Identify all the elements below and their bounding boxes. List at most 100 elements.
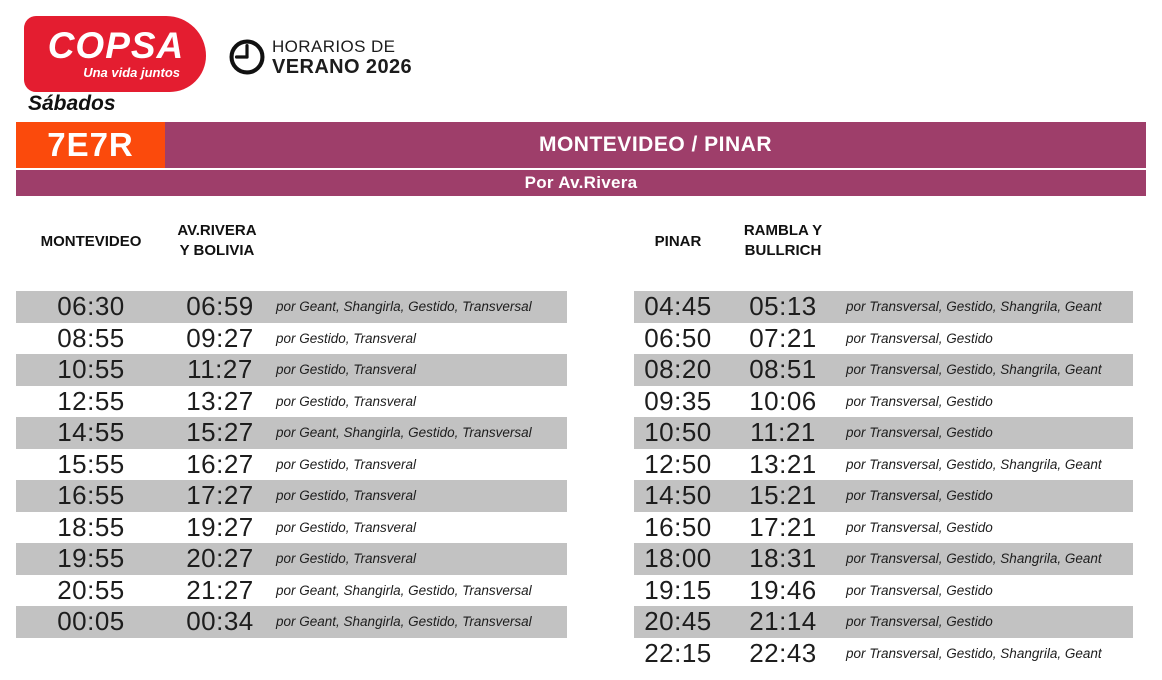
route-note: por Transversal, Gestido, Shangrila, Gea…	[846, 299, 1102, 315]
arrival-time: 15:27	[186, 417, 254, 448]
brand-name: COPSA	[47, 25, 185, 66]
departure-time: 19:15	[644, 574, 712, 605]
arrival-time: 10:06	[749, 385, 817, 416]
departure-time: 12:55	[57, 385, 125, 416]
table-row: 20:55 21:27 por Geant, Shangirla, Gestid…	[16, 575, 567, 607]
route-note: por Gestido, Transveral	[276, 456, 417, 472]
route-note: por Transversal, Gestido	[846, 393, 993, 409]
route-note: por Gestido, Transveral	[276, 393, 417, 409]
departure-time: 16:50	[644, 511, 712, 542]
arrival-time: 19:27	[186, 511, 254, 542]
table-row: 18:55 19:27 por Gestido, Transveral	[16, 512, 567, 544]
clock-icon	[227, 37, 267, 82]
departure-time: 20:45	[644, 606, 712, 637]
arrival-time: 21:27	[186, 574, 254, 605]
schedule-season-line1: HORARIOS DE	[272, 37, 396, 56]
route-note: por Gestido, Transveral	[276, 519, 417, 535]
route-code-badge: 7E7R	[16, 122, 165, 168]
arrival-time: 11:27	[187, 354, 253, 385]
route-note: por Transversal, Gestido, Shangrila, Gea…	[846, 645, 1102, 661]
departure-time: 16:55	[57, 480, 125, 511]
brand-tagline: Una vida juntos	[83, 65, 180, 80]
route-note: por Gestido, Transveral	[276, 362, 417, 378]
right-col2-header: RAMBLA Y BULLRICH	[743, 222, 823, 259]
departure-time: 06:30	[57, 291, 125, 322]
arrival-time: 05:13	[749, 291, 817, 322]
departure-time: 15:55	[57, 448, 125, 479]
arrival-time: 11:21	[750, 417, 816, 448]
copsa-logo: COPSA Una vida juntos	[24, 16, 206, 92]
departure-time: 04:45	[644, 291, 712, 322]
route-note: por Transversal, Gestido	[846, 488, 993, 504]
arrival-time: 17:21	[749, 511, 817, 542]
route-note: por Transversal, Gestido	[846, 425, 993, 441]
route-note: por Geant, Shangirla, Gestido, Transvers…	[276, 299, 532, 315]
arrival-time: 17:27	[186, 480, 254, 511]
departure-time: 22:15	[644, 637, 712, 668]
departure-time: 08:55	[57, 322, 125, 353]
table-row: 06:50 07:21 por Transversal, Gestido	[634, 323, 1133, 355]
arrival-time: 21:14	[749, 606, 817, 637]
table-row: 08:55 09:27 por Gestido, Transveral	[16, 323, 567, 355]
departure-time: 08:20	[644, 354, 712, 385]
arrival-time: 16:27	[186, 448, 254, 479]
table-row: 16:55 17:27 por Gestido, Transveral	[16, 480, 567, 512]
table-row: 06:30 06:59 por Geant, Shangirla, Gestid…	[16, 291, 567, 323]
route-header-band: 7E7R MONTEVIDEO / PINAR	[16, 122, 1146, 168]
table-row: 00:05 00:34 por Geant, Shangirla, Gestid…	[16, 606, 567, 638]
route-note: por Geant, Shangirla, Gestido, Transvers…	[276, 614, 532, 630]
arrival-time: 07:21	[749, 322, 817, 353]
route-note: por Geant, Shangirla, Gestido, Transvers…	[276, 582, 532, 598]
departure-time: 00:05	[57, 606, 125, 637]
arrival-time: 18:31	[749, 543, 817, 574]
table-row: 12:50 13:21 por Transversal, Gestido, Sh…	[634, 449, 1133, 481]
schedule-season-line2: VERANO 2026	[272, 56, 413, 78]
arrival-time: 19:46	[749, 574, 817, 605]
table-row: 15:55 16:27 por Gestido, Transveral	[16, 449, 567, 481]
departure-time: 10:50	[644, 417, 712, 448]
departure-time: 09:35	[644, 385, 712, 416]
outbound-timetable: 06:30 06:59 por Geant, Shangirla, Gestid…	[16, 291, 567, 638]
departure-time: 14:55	[57, 417, 125, 448]
departure-time: 18:55	[57, 511, 125, 542]
departure-time: 20:55	[57, 574, 125, 605]
route-via-band: Por Av.Rivera	[16, 170, 1146, 196]
schedule-season-label: HORARIOS DE VERANO 2026	[272, 36, 412, 78]
route-note: por Geant, Shangirla, Gestido, Transvers…	[276, 425, 532, 441]
departure-time: 18:00	[644, 543, 712, 574]
table-row: 10:50 11:21 por Transversal, Gestido	[634, 417, 1133, 449]
route-note: por Transversal, Gestido	[846, 614, 993, 630]
route-note: por Transversal, Gestido	[846, 519, 993, 535]
departure-time: 19:55	[57, 543, 125, 574]
left-col1-header: MONTEVIDEO	[40, 233, 142, 250]
table-row: 22:15 22:43 por Transversal, Gestido, Sh…	[634, 638, 1133, 670]
table-row: 14:55 15:27 por Geant, Shangirla, Gestid…	[16, 417, 567, 449]
departure-time: 12:50	[644, 448, 712, 479]
route-note: por Gestido, Transveral	[276, 488, 417, 504]
table-row: 10:55 11:27 por Gestido, Transveral	[16, 354, 567, 386]
table-row: 18:00 18:31 por Transversal, Gestido, Sh…	[634, 543, 1133, 575]
arrival-time: 09:27	[186, 322, 254, 353]
route-note: por Gestido, Transveral	[276, 330, 417, 346]
route-note: por Transversal, Gestido	[846, 330, 993, 346]
route-note: por Transversal, Gestido, Shangrila, Gea…	[846, 456, 1102, 472]
departure-time: 06:50	[644, 322, 712, 353]
table-row: 19:15 19:46 por Transversal, Gestido	[634, 575, 1133, 607]
table-row: 20:45 21:14 por Transversal, Gestido	[634, 606, 1133, 638]
table-row: 14:50 15:21 por Transversal, Gestido	[634, 480, 1133, 512]
departure-time: 10:55	[57, 354, 125, 385]
return-timetable: 04:45 05:13 por Transversal, Gestido, Sh…	[634, 291, 1133, 669]
day-label: Sábados	[28, 92, 116, 115]
arrival-time: 13:21	[749, 448, 817, 479]
left-col2-header: AV.RIVERA Y BOLIVIA	[177, 222, 257, 259]
route-note: por Transversal, Gestido, Shangrila, Gea…	[846, 362, 1102, 378]
arrival-time: 00:34	[186, 606, 254, 637]
route-title: MONTEVIDEO / PINAR	[165, 122, 1146, 168]
table-row: 16:50 17:21 por Transversal, Gestido	[634, 512, 1133, 544]
table-row: 09:35 10:06 por Transversal, Gestido	[634, 386, 1133, 418]
table-row: 19:55 20:27 por Gestido, Transveral	[16, 543, 567, 575]
arrival-time: 22:43	[749, 637, 817, 668]
route-note: por Transversal, Gestido	[846, 582, 993, 598]
table-row: 12:55 13:27 por Gestido, Transveral	[16, 386, 567, 418]
